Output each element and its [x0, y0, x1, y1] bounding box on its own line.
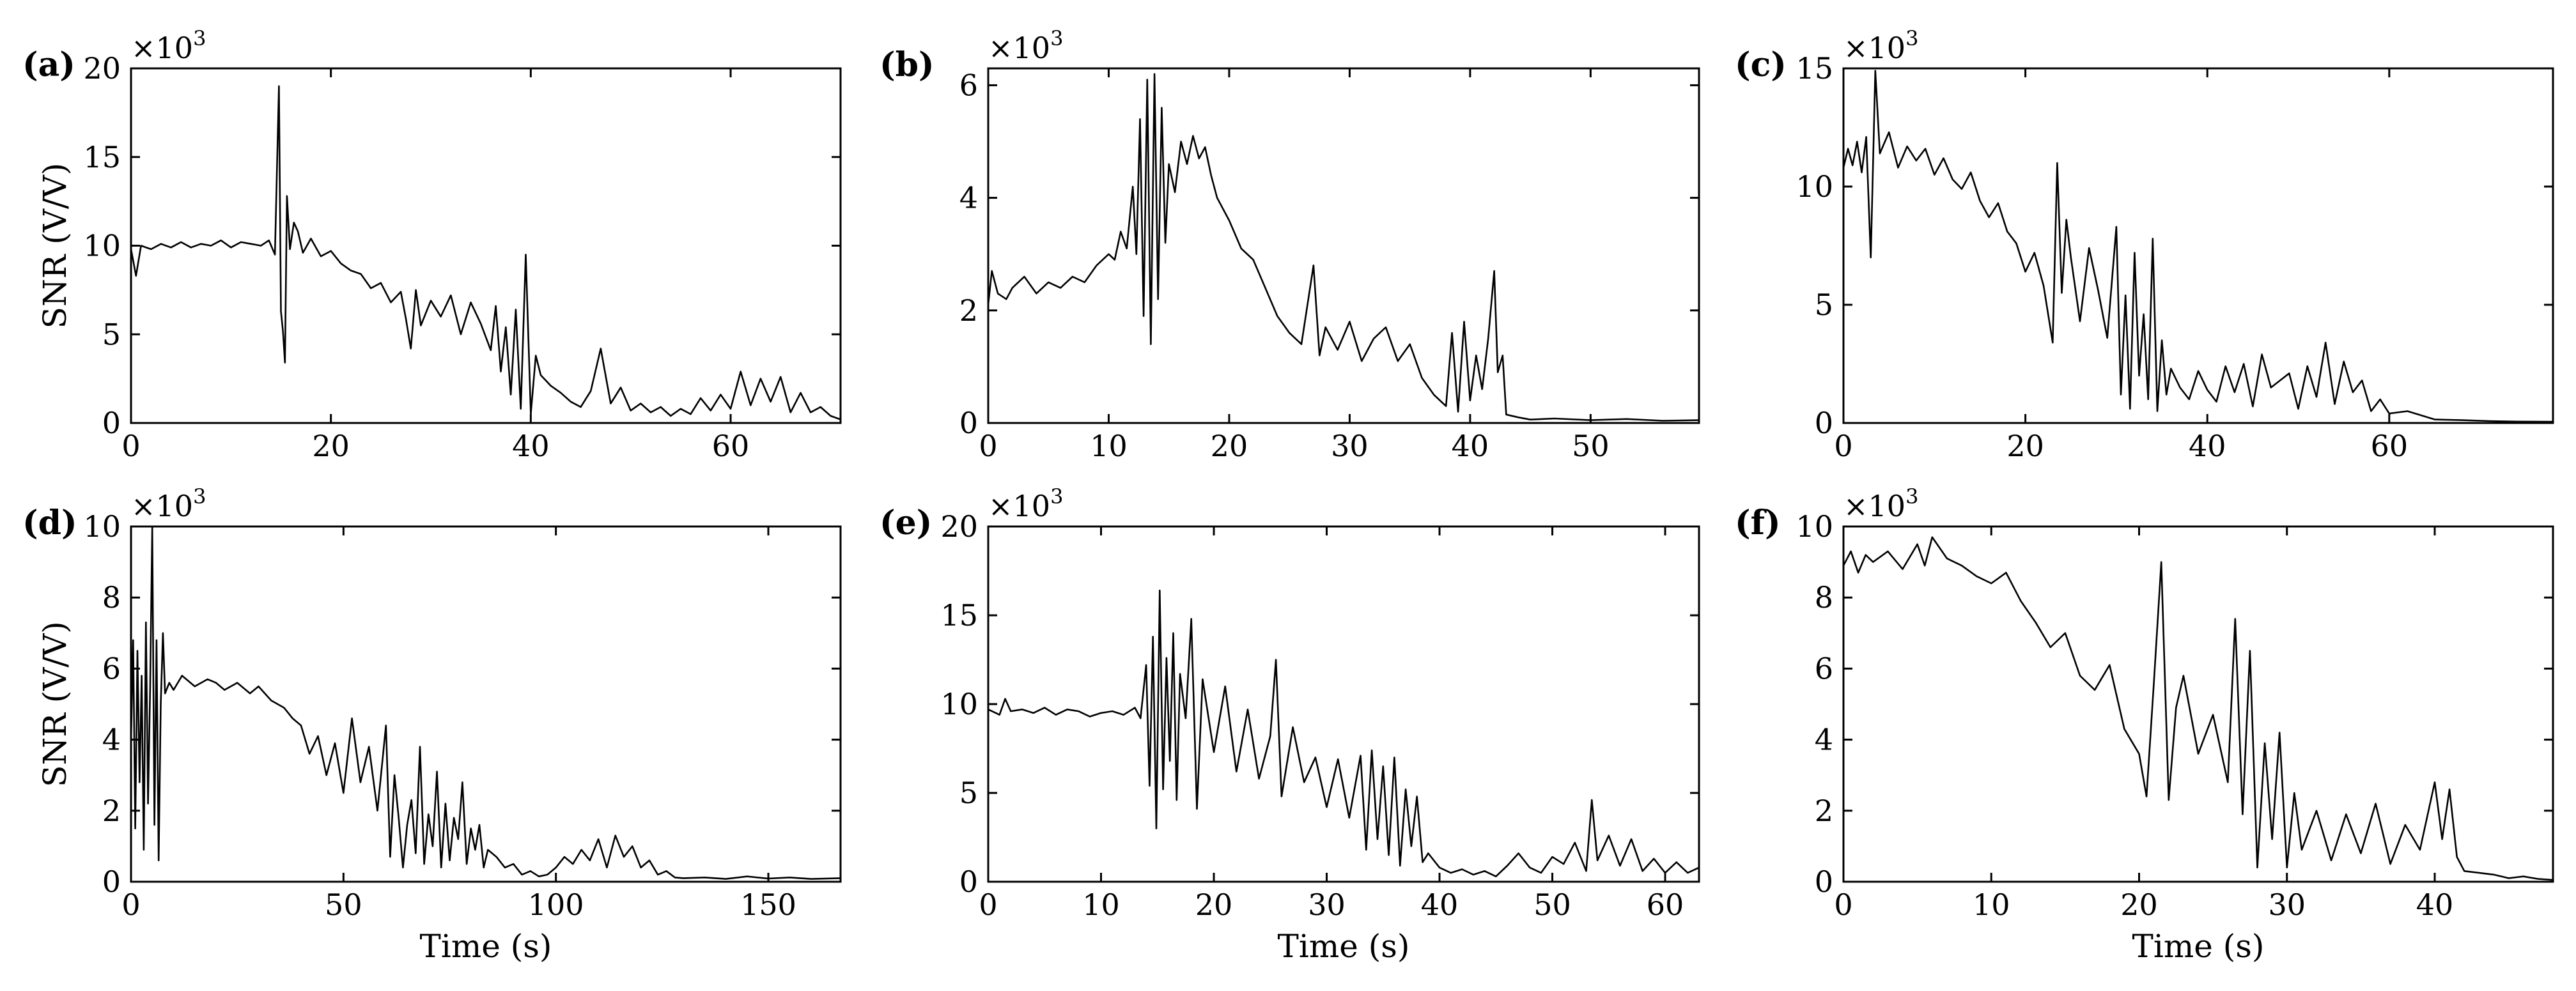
- x-tick-label: 0: [1834, 429, 1852, 463]
- panel-0: 0 20 40 60 0 5 10 15 20 ×103 (a) SNR (V/V): [22, 26, 842, 463]
- x-tick-label: 20: [2120, 887, 2158, 922]
- x-tick-label: 40: [2416, 887, 2454, 922]
- panel-1: 0 10 20 30 40 50 0 2 4 6 ×103 (b): [880, 26, 1700, 463]
- y-tick-label: 10: [940, 687, 978, 721]
- y-tick-label: 5: [959, 776, 978, 810]
- y-tick-label: 0: [1815, 406, 1833, 440]
- panel-2: 0 20 40 60 0 5 10 15 ×103 (c): [1735, 26, 2554, 463]
- axes-frame: [130, 67, 842, 424]
- axes-frame: [1842, 525, 2554, 883]
- series-line-0: [130, 85, 841, 420]
- y-tick-label: 6: [102, 651, 121, 686]
- y-tick-label: 20: [83, 51, 121, 86]
- y-tick-label: 15: [940, 598, 978, 633]
- panel-3: 0 50 100 150 0 2 4 6 8 10 ×103 (d) SNR (V/V) Time (s): [22, 484, 842, 965]
- y-axis-label: SNR (V/V): [36, 621, 74, 787]
- x-tick-label: 40: [1421, 887, 1459, 922]
- series-line-0: [1842, 70, 2554, 423]
- x-axis-label: Time (s): [1278, 928, 1410, 965]
- panel-label: (a): [22, 45, 75, 84]
- y-tick-label: 15: [83, 140, 121, 174]
- x-tick-label: 0: [121, 887, 140, 922]
- y-tick-label: 4: [1815, 723, 1833, 757]
- y-exponent-label: ×103: [988, 484, 1063, 523]
- x-tick-label: 50: [325, 887, 362, 922]
- panel-label: (c): [1735, 45, 1787, 84]
- x-tick-label: 50: [1572, 429, 1610, 463]
- x-tick-label: 20: [2006, 429, 2044, 463]
- y-axis-label: SNR (V/V): [36, 163, 74, 329]
- x-tick-label: 30: [2268, 887, 2306, 922]
- panel-label: (d): [22, 503, 77, 542]
- panel-label: (b): [880, 45, 935, 84]
- y-tick-label: 2: [1815, 794, 1833, 828]
- axes-frame: [987, 67, 1700, 424]
- y-tick-label: 10: [83, 229, 121, 263]
- y-tick-label: 0: [102, 864, 121, 899]
- x-tick-label: 20: [1211, 429, 1248, 463]
- panel-5: 0 10 20 30 40 0 2 4 6 8 10 ×103 (f) Time (s): [1735, 484, 2554, 965]
- x-tick-label: 100: [528, 887, 584, 922]
- y-exponent-label: ×103: [131, 26, 206, 65]
- series-line-0: [988, 589, 1700, 877]
- y-tick-label: 4: [959, 181, 978, 215]
- y-tick-label: 6: [959, 68, 978, 102]
- series-line-0: [130, 525, 841, 880]
- x-tick-label: 0: [1834, 887, 1852, 922]
- x-tick-label: 60: [2371, 429, 2409, 463]
- y-tick-label: 0: [102, 406, 121, 440]
- x-tick-label: 10: [1973, 887, 2010, 922]
- y-exponent-label: ×103: [131, 484, 206, 523]
- x-tick-label: 50: [1533, 887, 1571, 922]
- axes-frame: [987, 525, 1700, 883]
- panel-label: (f): [1735, 503, 1781, 542]
- x-tick-label: 40: [512, 429, 550, 463]
- series-line-0: [987, 73, 1700, 422]
- x-tick-label: 20: [312, 429, 350, 463]
- y-tick-label: 8: [1815, 580, 1833, 615]
- x-tick-label: 0: [979, 429, 997, 463]
- y-tick-label: 10: [1796, 169, 1833, 204]
- y-tick-label: 6: [1815, 651, 1833, 686]
- x-tick-label: 30: [1308, 887, 1346, 922]
- y-tick-label: 15: [1796, 51, 1833, 86]
- y-exponent-label: ×103: [1843, 26, 1918, 65]
- y-exponent-label: ×103: [988, 26, 1063, 65]
- y-tick-label: 10: [1796, 509, 1833, 544]
- y-tick-label: 0: [959, 864, 978, 899]
- x-tick-label: 150: [740, 887, 796, 922]
- x-tick-label: 0: [979, 887, 997, 922]
- x-tick-label: 20: [1195, 887, 1233, 922]
- y-tick-label: 5: [102, 317, 121, 351]
- y-tick-label: 4: [102, 723, 121, 757]
- y-tick-label: 20: [940, 509, 978, 544]
- y-tick-label: 2: [102, 794, 121, 828]
- panel-label: (e): [880, 503, 932, 542]
- x-tick-label: 10: [1082, 887, 1120, 922]
- x-tick-label: 0: [121, 429, 140, 463]
- y-tick-label: 2: [959, 293, 978, 328]
- y-exponent-label: ×103: [1843, 484, 1918, 523]
- y-tick-label: 0: [959, 406, 978, 440]
- x-tick-label: 60: [1647, 887, 1684, 922]
- x-tick-label: 40: [2189, 429, 2226, 463]
- axes-frame: [130, 525, 842, 883]
- series-line-0: [1842, 536, 2554, 881]
- y-tick-label: 8: [102, 580, 121, 615]
- x-tick-label: 30: [1331, 429, 1369, 463]
- axes-frame: [1842, 67, 2554, 424]
- x-tick-label: 10: [1090, 429, 1128, 463]
- y-tick-label: 0: [1815, 864, 1833, 899]
- x-tick-label: 60: [712, 429, 750, 463]
- y-tick-label: 10: [83, 509, 121, 544]
- x-tick-label: 40: [1452, 429, 1489, 463]
- panel-4: 0 10 20 30 40 50 60 0 5 10 15 20 ×103 (e) Time (s): [880, 484, 1700, 965]
- y-tick-label: 5: [1815, 288, 1833, 322]
- x-axis-label: Time (s): [420, 928, 552, 965]
- x-axis-label: Time (s): [2132, 928, 2265, 965]
